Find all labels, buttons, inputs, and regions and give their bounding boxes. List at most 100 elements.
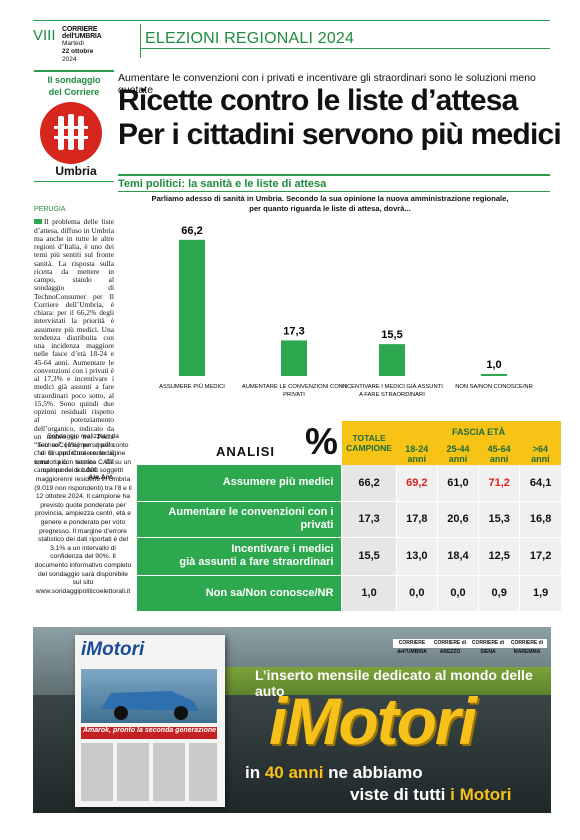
- methodology-note: Sondaggio realizzato da TechnoConsumer s…: [34, 433, 132, 595]
- cell-value: 0,0: [395, 575, 438, 612]
- cell-value: 13,0: [395, 537, 438, 576]
- bar: [481, 373, 507, 376]
- category-label: PRIVATI: [283, 392, 305, 398]
- advertisement[interactable]: CORRIERE dell'UMBRIA CORRIERE di AREZZO …: [33, 627, 551, 813]
- cell-value: 0,0: [436, 575, 479, 612]
- category-label: NON SA/NON CONOSCE/NR: [455, 384, 533, 390]
- cell-value: 69,2: [395, 465, 438, 502]
- row-label: Aumentare le convenzioni con i privati: [137, 501, 342, 538]
- row-label: Assumere più medici: [137, 465, 342, 502]
- bar-value-label: 1,0: [486, 359, 501, 371]
- bar-value-label: 17,3: [283, 325, 304, 337]
- age-col-18-24: 18-24 anni: [396, 443, 438, 465]
- poll-label-line2: del Corriere: [48, 87, 100, 97]
- ad-tagline: L’inserto mensile dedicato al mondo dell…: [255, 667, 533, 699]
- section-title: ELEZIONI REGIONALI 2024: [145, 30, 355, 47]
- age-col-over-64: >64 anni: [519, 443, 561, 465]
- cell-value: 61,0: [436, 465, 479, 502]
- percent-sign: %: [305, 421, 338, 462]
- table-row: Non sa/Non conosce/NR 1,0 0,0 0,0 0,9 1,…: [137, 575, 561, 612]
- cell-value: 1,9: [519, 575, 561, 612]
- category-label: INCENTIVARE I MEDICI GIÀ ASSUNTI: [341, 383, 443, 390]
- poll-label-line1: Il sondaggio: [47, 75, 101, 85]
- year: 2024: [62, 56, 77, 63]
- ad-slogan-line2: viste di tutti i Motori: [350, 785, 512, 804]
- total-value: 66,2: [341, 465, 397, 502]
- ad-brand-logo: iMotori: [269, 684, 477, 758]
- table-row: Aumentare le convenzioni con i privati 1…: [137, 501, 561, 538]
- page-number: VIII: [33, 27, 56, 44]
- cell-value: 12,5: [478, 537, 520, 576]
- category-label: A FARE STRAORDINARI: [359, 392, 425, 398]
- total-header: TOTALE CAMPIONE: [341, 421, 397, 465]
- article-marker-icon: [34, 219, 42, 225]
- bar-value-label: 15,5: [381, 329, 402, 341]
- table-title-cell: [137, 421, 342, 465]
- weekday: Martedì: [62, 40, 85, 47]
- masthead: CORRIERE dell'UMBRIA Martedì 22 ottobre …: [62, 26, 122, 64]
- top-rule: [33, 20, 550, 21]
- age-col-25-44: 25-44 anni: [437, 443, 479, 465]
- magazine-headline: Amarok, pronto la seconda generazione: [83, 727, 217, 734]
- kicker: Aumentare le convenzioni con i privati e…: [118, 72, 536, 96]
- bar: [379, 344, 405, 376]
- article-body: Il problema delle liste d’attesa, diffus…: [34, 217, 114, 474]
- cell-value: 18,4: [436, 537, 479, 576]
- car-image: [81, 669, 217, 723]
- bar-value-label: 66,2: [181, 225, 202, 237]
- cell-value: 71,2: [478, 465, 520, 502]
- ad-slogan-line1: in 40 anni ne abbiamo: [245, 763, 423, 782]
- publication-badge: CORRIERE dell'UMBRIA: [393, 639, 431, 655]
- row-label-line2: già assunti a fare straordinari: [179, 556, 334, 568]
- total-value: 17,3: [341, 501, 397, 538]
- chart-question: Parliamo adesso di sanità in Umbria. Sec…: [151, 194, 509, 213]
- total-value: 1,0: [341, 575, 397, 612]
- date: 22 ottobre: [62, 48, 94, 55]
- row-label: Non sa/Non conosce/NR: [137, 575, 342, 612]
- analysis-table: TOTALE CAMPIONE FASCIA ETÀ 18-24 anni 25-…: [137, 421, 561, 612]
- bar: [281, 340, 307, 376]
- region-label: Umbria: [55, 164, 97, 178]
- topic-rule-bottom: [118, 191, 550, 192]
- magazine-banner: [81, 727, 217, 739]
- table-row: Incentivare i medici già assunti a fare …: [137, 537, 561, 576]
- cell-value: 20,6: [436, 501, 479, 538]
- magazine-title: iMotori: [81, 639, 145, 660]
- masthead-logo: CORRIERE dell'UMBRIA: [62, 26, 102, 40]
- cell-value: 64,1: [519, 465, 561, 502]
- article-signature: Ale.Ant.: [88, 474, 114, 481]
- category-label: AUMENTARE LE CONVENZIONI CON I: [242, 384, 347, 390]
- table-title: ANALISI: [216, 444, 275, 459]
- bar-chart: 66,2 ASSUMERE PIÙ MEDICI 17,3 AUMENTARE LE …: [159, 225, 533, 398]
- total-header-line1: TOTALE: [352, 433, 386, 443]
- topic-heading: Temi politici: la sanità e le liste di a…: [118, 178, 327, 190]
- table-row: Assumere più medici 66,2 69,2 61,0 71,2 …: [137, 465, 561, 502]
- category-label: ASSUMERE PIÙ MEDICI: [159, 383, 225, 390]
- cell-value: 0,9: [478, 575, 520, 612]
- row-label: Incentivare i medici già assunti a fare …: [137, 537, 342, 576]
- age-col-45-64: 45-64 anni: [478, 443, 520, 465]
- header-divider: [140, 24, 141, 58]
- cell-value: 17,2: [519, 537, 561, 576]
- section-rule: [140, 48, 550, 49]
- headline-line1: Ricette contro le liste d’attesa: [118, 84, 518, 117]
- total-header-line2: CAMPIONE: [346, 443, 392, 453]
- poll-label: Il sondaggio del Corriere: [34, 74, 114, 98]
- umbria-seal-icon: [40, 102, 102, 164]
- publication-badge: CORRIERE di SIENA: [469, 639, 507, 655]
- age-group-header: FASCIA ETÀ: [396, 421, 561, 443]
- topic-rule: [118, 174, 550, 176]
- article: PERUGIA Il problema delle liste d’attesa…: [34, 206, 114, 482]
- publication-badge: CORRIERE di MAREMMA: [507, 639, 547, 655]
- cell-value: 17,8: [395, 501, 438, 538]
- magazine-cover: iMotori Amarok, pronto la seconda genera…: [75, 635, 225, 807]
- cell-value: 15,3: [478, 501, 520, 538]
- total-value: 15,5: [341, 537, 397, 576]
- sidebar-rule: [34, 70, 114, 72]
- cell-value: 16,8: [519, 501, 561, 538]
- article-location: PERUGIA: [34, 206, 66, 213]
- sidebar-rule-bottom: [34, 181, 114, 182]
- bar: [179, 239, 205, 376]
- publication-badge: CORRIERE di AREZZO: [431, 639, 469, 655]
- headline-line2: Per i cittadini servono più medici: [118, 118, 562, 151]
